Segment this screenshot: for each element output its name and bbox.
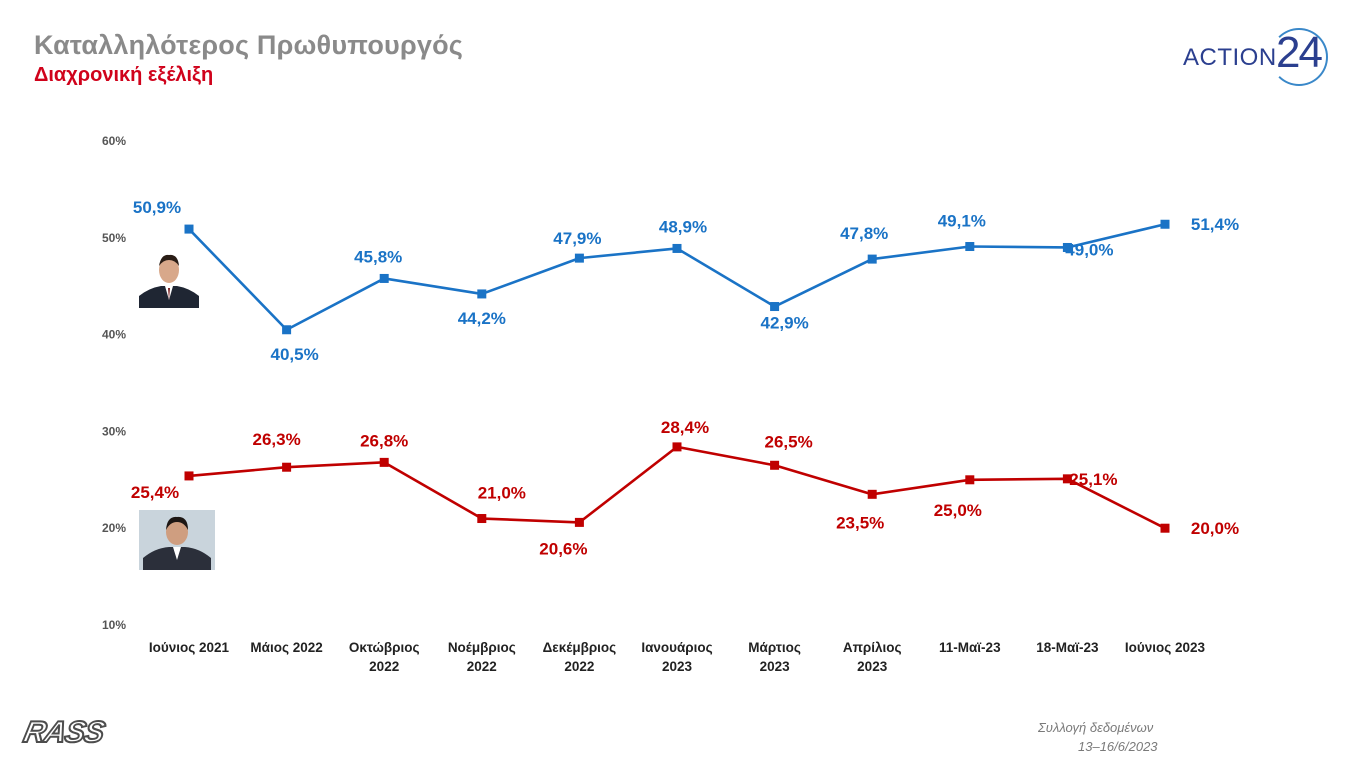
data-point-blue xyxy=(965,242,975,252)
x-tick-label: 2022 xyxy=(564,659,594,674)
data-collection-label: Συλλογή δεδομένων xyxy=(1038,720,1154,735)
data-label-red: 26,8% xyxy=(360,431,408,450)
data-point-blue xyxy=(379,273,389,283)
politician-portrait-icon xyxy=(139,248,215,308)
y-tick-label: 60% xyxy=(102,134,126,148)
data-label-red: 20,0% xyxy=(1191,519,1239,538)
data-label-blue: 45,8% xyxy=(354,247,402,266)
data-point-blue xyxy=(672,243,682,253)
data-point-red xyxy=(379,457,389,467)
data-point-blue xyxy=(184,224,194,234)
data-label-red: 26,5% xyxy=(764,432,812,451)
x-tick-label: Μάιος 2022 xyxy=(250,640,322,655)
x-tick-label: Νοέμβριος xyxy=(448,640,516,655)
x-tick-label: 18-Μαϊ-23 xyxy=(1036,640,1099,655)
x-tick-label: Δεκέμβριος xyxy=(543,640,617,655)
data-label-blue: 49,1% xyxy=(938,212,986,231)
x-tick-label: 2023 xyxy=(857,659,888,674)
y-tick-label: 40% xyxy=(102,328,126,342)
x-tick-label: Ιανουάριος xyxy=(641,640,712,655)
logo-ring-icon xyxy=(1270,28,1328,86)
chart-title: Καταλληλότερος Πρωθυπουργός xyxy=(34,30,464,60)
data-label-blue: 48,9% xyxy=(659,217,707,236)
data-label-red: 26,3% xyxy=(252,430,300,449)
data-point-blue xyxy=(477,289,487,299)
data-label-red: 28,4% xyxy=(661,418,709,437)
x-tick-label: 2023 xyxy=(662,659,693,674)
data-label-blue: 44,2% xyxy=(458,309,506,328)
x-tick-label: Ιούνιος 2023 xyxy=(1125,640,1206,655)
x-tick-label: Οκτώβριος xyxy=(349,640,420,655)
data-point-blue xyxy=(1062,242,1072,252)
series-line-blue xyxy=(188,222,1166,332)
series-line-red xyxy=(188,445,1166,530)
data-collection-dates: 13–16/6/2023 xyxy=(1078,739,1158,754)
y-tick-label: 30% xyxy=(102,424,126,438)
data-label-red: 20,6% xyxy=(539,539,587,558)
data-point-red xyxy=(867,489,877,499)
data-point-red xyxy=(672,442,682,452)
logo-word: ACTION xyxy=(1183,44,1277,71)
x-tick-label: Ιούνιος 2021 xyxy=(149,640,230,655)
data-point-red xyxy=(770,460,780,470)
data-label-blue: 47,9% xyxy=(553,229,601,248)
data-point-red xyxy=(477,514,487,524)
y-tick-label: 50% xyxy=(102,231,126,245)
action24-logo: ACTION 24 xyxy=(1180,28,1340,90)
data-label-blue: 42,9% xyxy=(760,314,808,333)
data-point-blue xyxy=(770,302,780,312)
data-label-blue: 50,9% xyxy=(133,198,181,217)
data-point-blue xyxy=(1160,219,1170,229)
data-label-red: 21,0% xyxy=(478,484,526,503)
data-point-blue xyxy=(282,325,292,335)
data-label-blue: 51,4% xyxy=(1191,215,1239,234)
data-label-red: 25,4% xyxy=(131,483,179,502)
data-label-blue: 49,0% xyxy=(1065,240,1113,259)
data-point-blue xyxy=(574,253,584,263)
data-label-red: 25,1% xyxy=(1069,470,1117,489)
data-point-red xyxy=(282,462,292,472)
rass-logo: RASS xyxy=(10,715,128,752)
data-label-blue: 47,8% xyxy=(840,224,888,243)
x-tick-label: 2022 xyxy=(467,659,497,674)
data-point-red xyxy=(1062,474,1072,484)
logo-number: 24 xyxy=(1276,28,1323,77)
data-point-red xyxy=(574,517,584,527)
data-point-blue xyxy=(867,254,877,264)
x-tick-label: 11-Μαϊ-23 xyxy=(939,640,1001,655)
x-tick-label: Μάρτιος xyxy=(748,640,801,655)
data-label-blue: 40,5% xyxy=(270,345,318,364)
data-point-red xyxy=(184,471,194,481)
y-tick-label: 10% xyxy=(102,618,126,632)
y-tick-label: 20% xyxy=(102,521,126,535)
data-label-red: 25,0% xyxy=(934,501,982,520)
politician-portrait-icon xyxy=(139,510,215,570)
x-tick-label: 2022 xyxy=(369,659,399,674)
data-point-red xyxy=(1160,523,1170,533)
x-tick-label: Απρίλιος xyxy=(843,640,902,655)
x-tick-label: 2023 xyxy=(760,659,791,674)
data-point-red xyxy=(965,475,975,485)
line-chart: 10% 20% 30% 40% 50% 60% Ιούνιος 2021 Μάιος 2022… xyxy=(102,134,1239,674)
rass-logo-text: RASS xyxy=(20,715,108,750)
chart-subtitle: Διαχρονική εξέλιξη xyxy=(34,64,214,86)
data-label-red: 23,5% xyxy=(836,513,884,532)
